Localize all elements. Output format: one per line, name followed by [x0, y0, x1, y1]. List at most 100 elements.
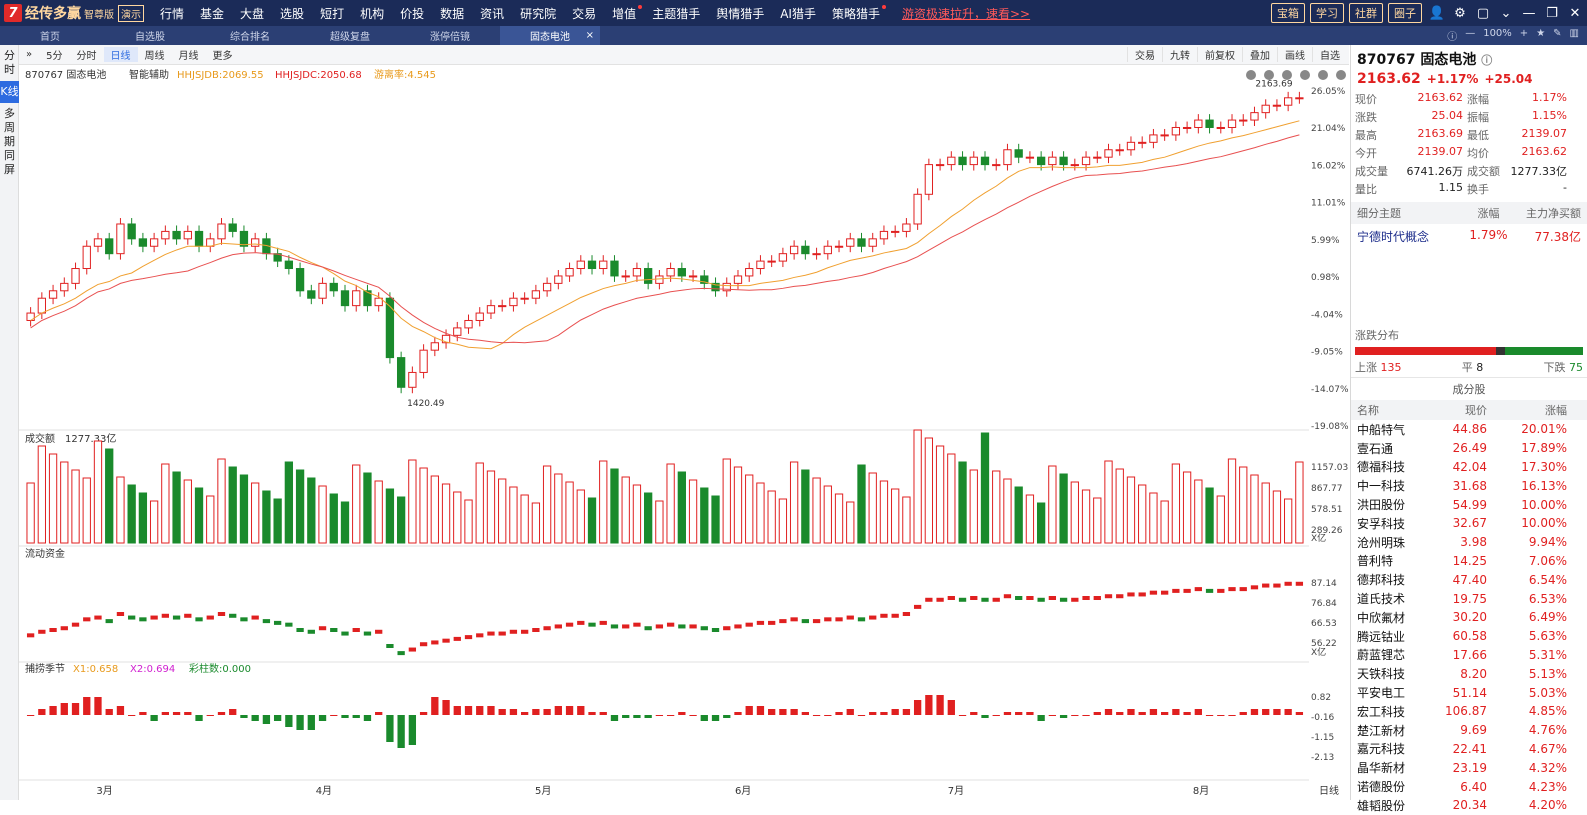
- chevron-down-icon[interactable]: ⌄: [1500, 5, 1512, 21]
- help-icon[interactable]: [1336, 70, 1346, 80]
- component-row[interactable]: 普利特 14.25 7.06%: [1351, 552, 1587, 571]
- component-row[interactable]: 德邦科技 47.40 6.54%: [1351, 570, 1587, 589]
- menu-item[interactable]: 基金: [200, 6, 225, 21]
- chart-tool[interactable]: 叠加: [1242, 47, 1277, 62]
- period-tab[interactable]: 分时: [76, 51, 97, 62]
- minimize-icon[interactable]: —: [1522, 5, 1536, 21]
- component-row[interactable]: 安孚科技 32.67 10.00%: [1351, 514, 1587, 533]
- tab-item[interactable]: 首页: [0, 26, 100, 45]
- close-icon[interactable]: ✕: [1569, 5, 1581, 21]
- chart-tool[interactable]: 画线: [1277, 47, 1312, 62]
- window-icon[interactable]: ▢: [1476, 5, 1490, 21]
- tab-item[interactable]: 超级复盘: [300, 26, 400, 45]
- menu-item[interactable]: 主题猎手: [652, 6, 701, 21]
- menu-item[interactable]: 舆情猎手: [716, 6, 765, 21]
- period-tab[interactable]: 日线: [103, 47, 138, 62]
- menu-item[interactable]: 价投: [400, 6, 425, 21]
- component-row[interactable]: 诺德股份 6.40 4.23%: [1351, 777, 1587, 796]
- pen-icon[interactable]: ✎: [1553, 28, 1562, 39]
- component-row[interactable]: 楚江新材 9.69 4.76%: [1351, 721, 1587, 740]
- component-row[interactable]: 壹石通 26.49 17.89%: [1351, 439, 1587, 458]
- period-tab[interactable]: 月线: [178, 51, 199, 62]
- component-row[interactable]: 晶华新材 23.19 4.32%: [1351, 758, 1587, 777]
- menu-item[interactable]: 数据: [440, 6, 465, 21]
- zoom-out-icon[interactable]: —: [1465, 28, 1476, 39]
- top-button[interactable]: 社群: [1349, 3, 1383, 23]
- tab-item[interactable]: 固态电池 ×: [500, 26, 600, 45]
- component-row[interactable]: 天铁科技 8.20 5.13%: [1351, 664, 1587, 683]
- user-icon[interactable]: 👤: [1428, 5, 1446, 21]
- col-price[interactable]: 现价: [1465, 404, 1487, 417]
- menu-item[interactable]: 交易: [572, 6, 597, 21]
- component-row[interactable]: 道氏技术 19.75 6.53%: [1351, 589, 1587, 608]
- component-row[interactable]: 中欣氟材 30.20 6.49%: [1351, 608, 1587, 627]
- top-button[interactable]: 学习: [1310, 3, 1344, 23]
- restore-icon[interactable]: ❐: [1546, 5, 1558, 21]
- chart-tool[interactable]: 交易: [1127, 47, 1162, 62]
- component-row[interactable]: 中船特气 44.86 20.01%: [1351, 420, 1587, 439]
- component-row[interactable]: 洪田股份 54.99 10.00%: [1351, 495, 1587, 514]
- minus-icon[interactable]: [1282, 70, 1292, 80]
- menu-item[interactable]: 资讯: [480, 6, 505, 21]
- menu-item[interactable]: AI猎手: [780, 6, 816, 21]
- left-tab[interactable]: 多周期同屏: [4, 107, 15, 176]
- theme-row[interactable]: 宁德时代概念 1.79% 77.38亿: [1351, 224, 1587, 249]
- osc-bar: [150, 715, 158, 721]
- top-button[interactable]: 圈子: [1388, 3, 1422, 23]
- left-tab[interactable]: K线: [0, 81, 19, 103]
- add-icon[interactable]: [1264, 70, 1274, 80]
- chart-tool[interactable]: 自选: [1312, 47, 1347, 62]
- layout-icon[interactable]: ▥: [1569, 28, 1579, 39]
- component-row[interactable]: 宏工科技 106.87 4.85%: [1351, 702, 1587, 721]
- tab-item[interactable]: 自选股: [100, 26, 200, 45]
- demo-badge[interactable]: 演示: [118, 4, 144, 22]
- close-icon[interactable]: ×: [585, 30, 594, 41]
- menu-item[interactable]: 行情: [160, 6, 185, 21]
- component-row[interactable]: 雄韬股份 20.34 4.20%: [1351, 796, 1587, 815]
- component-row[interactable]: 平安电工 51.14 5.03%: [1351, 683, 1587, 702]
- ad-link[interactable]: 游资极速拉升，速看>>: [901, 6, 1031, 21]
- collapse-icon[interactable]: »: [26, 49, 33, 60]
- info-icon[interactable]: ⓘ: [1447, 32, 1458, 43]
- chart-area[interactable]: 870767 固态电池 智能辅助 HHJSJDB:2069.55 HHJSJDC:20…: [19, 65, 1349, 800]
- component-row[interactable]: 嘉元科技 22.41 4.67%: [1351, 740, 1587, 759]
- volume-bar: [374, 480, 383, 544]
- menu-item[interactable]: 增值: [604, 4, 644, 22]
- chart-tool[interactable]: 九转: [1162, 47, 1197, 62]
- osc-bar: [307, 715, 315, 730]
- component-row[interactable]: 德福科技 42.04 17.30%: [1351, 458, 1587, 477]
- menu-item[interactable]: 选股: [280, 6, 305, 21]
- refresh-icon[interactable]: [1246, 70, 1256, 80]
- menu-item[interactable]: 大盘: [240, 6, 265, 21]
- col-change[interactable]: 涨幅: [1545, 404, 1567, 417]
- period-tab[interactable]: 更多: [212, 51, 233, 62]
- period-tab[interactable]: 5分: [46, 51, 63, 62]
- menu-item[interactable]: 策略猎手: [824, 4, 888, 22]
- component-row[interactable]: 腾远钴业 60.58 5.63%: [1351, 627, 1587, 646]
- tab-item[interactable]: 涨停倍镜: [400, 26, 500, 45]
- zoom-in-icon[interactable]: +: [1519, 28, 1529, 39]
- close-icon[interactable]: [1300, 70, 1310, 80]
- component-row[interactable]: 蔚蓝锂芯 17.66 5.31%: [1351, 646, 1587, 665]
- down-bar: [1504, 347, 1583, 355]
- app-logo[interactable]: 7 经传多赢 智尊版 演示: [4, 3, 144, 23]
- tab-item[interactable]: 综合排名: [200, 26, 300, 45]
- left-tab[interactable]: 分时: [4, 49, 15, 76]
- components-header: 名称 现价 涨幅: [1351, 400, 1587, 420]
- menu-item[interactable]: 机构: [360, 6, 385, 21]
- star-icon[interactable]: ★: [1536, 28, 1546, 39]
- menu-item[interactable]: 短打: [320, 6, 345, 21]
- kline-chart[interactable]: 870767 固态电池 智能辅助 HHJSJDB:2069.55 HHJSJDC:20…: [19, 65, 1349, 800]
- change-value: +25.04: [1484, 72, 1533, 86]
- component-row[interactable]: 中一科技 31.68 16.13%: [1351, 476, 1587, 495]
- info-icon[interactable]: ⓘ: [1481, 54, 1493, 67]
- menu-item[interactable]: 研究院: [520, 6, 557, 21]
- theme-name[interactable]: 宁德时代概念: [1357, 230, 1430, 244]
- settings-icon[interactable]: ⚙: [1454, 5, 1466, 21]
- chart-tool[interactable]: 前复权: [1197, 47, 1242, 62]
- top-button[interactable]: 宝箱: [1271, 3, 1305, 23]
- settings-icon[interactable]: [1318, 70, 1328, 80]
- period-tab[interactable]: 周线: [144, 51, 165, 62]
- col-name[interactable]: 名称: [1357, 404, 1379, 417]
- component-row[interactable]: 沧州明珠 3.98 9.94%: [1351, 533, 1587, 552]
